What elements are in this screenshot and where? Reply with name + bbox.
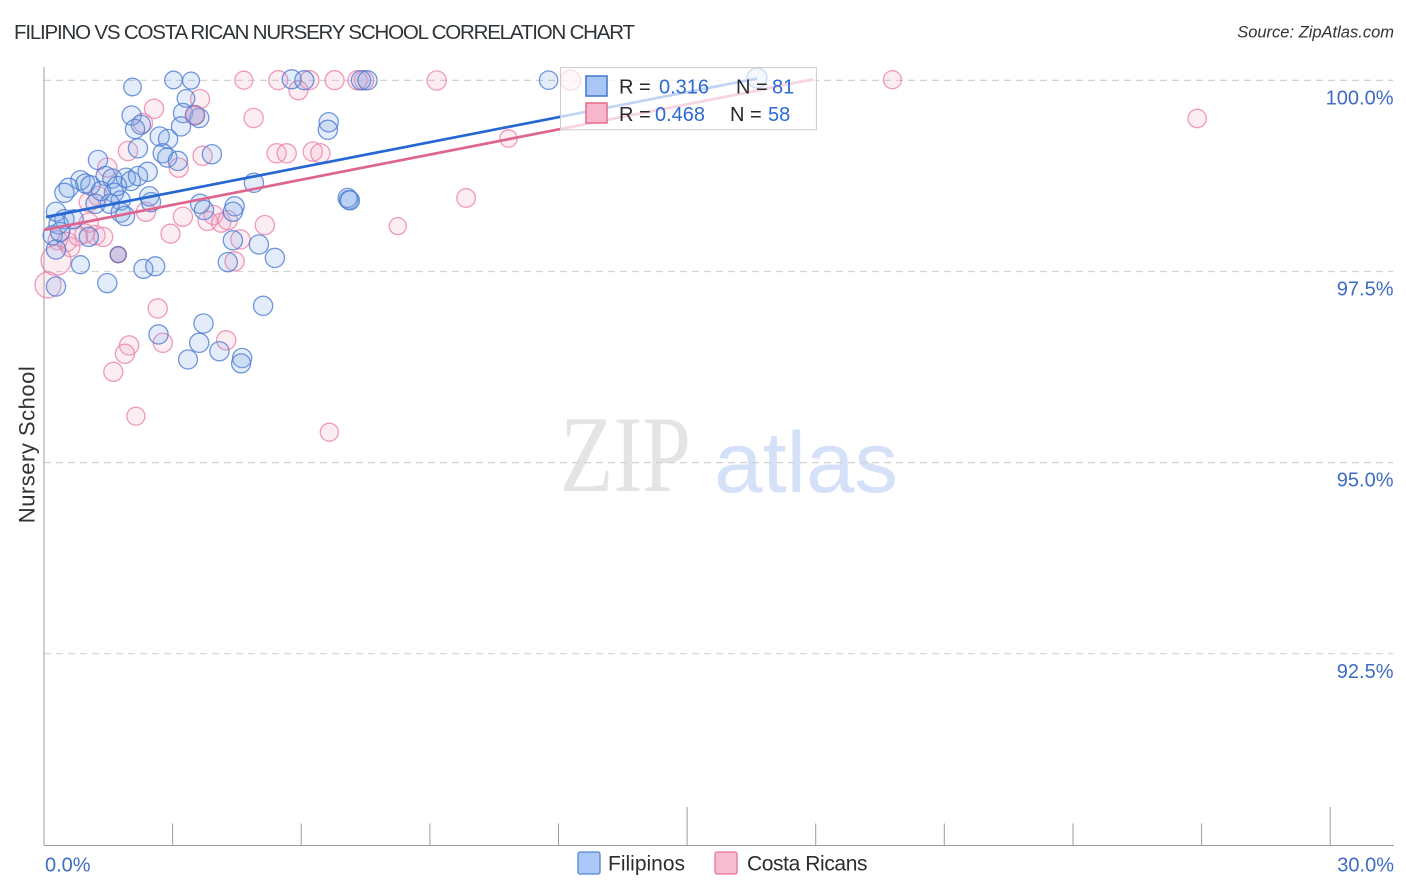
svg-text:0.468: 0.468 xyxy=(655,104,705,126)
svg-text:FILIPINO VS COSTA RICAN NURSER: FILIPINO VS COSTA RICAN NURSERY SCHOOL C… xyxy=(14,21,636,44)
svg-text:100.0%: 100.0% xyxy=(1326,88,1394,110)
svg-text:N =: N = xyxy=(736,77,768,99)
svg-text:Filipinos: Filipinos xyxy=(608,853,685,876)
svg-text:97.5%: 97.5% xyxy=(1337,279,1394,301)
svg-text:95.0%: 95.0% xyxy=(1337,470,1394,492)
svg-text:Nursery School: Nursery School xyxy=(15,366,40,523)
svg-text:R =: R = xyxy=(619,77,651,99)
svg-text:Source: ZipAtlas.com: Source: ZipAtlas.com xyxy=(1237,24,1394,42)
svg-text:58: 58 xyxy=(768,104,790,126)
svg-text:0.316: 0.316 xyxy=(659,77,709,99)
svg-text:81: 81 xyxy=(772,77,794,99)
svg-text:ZIP: ZIP xyxy=(560,394,691,515)
svg-text:Costa Ricans: Costa Ricans xyxy=(747,853,867,876)
svg-text:30.0%: 30.0% xyxy=(1337,855,1394,877)
svg-text:92.5%: 92.5% xyxy=(1337,661,1394,683)
svg-text:N =: N = xyxy=(730,104,762,126)
svg-text:0.0%: 0.0% xyxy=(45,855,91,877)
svg-text:R =: R = xyxy=(619,104,651,126)
